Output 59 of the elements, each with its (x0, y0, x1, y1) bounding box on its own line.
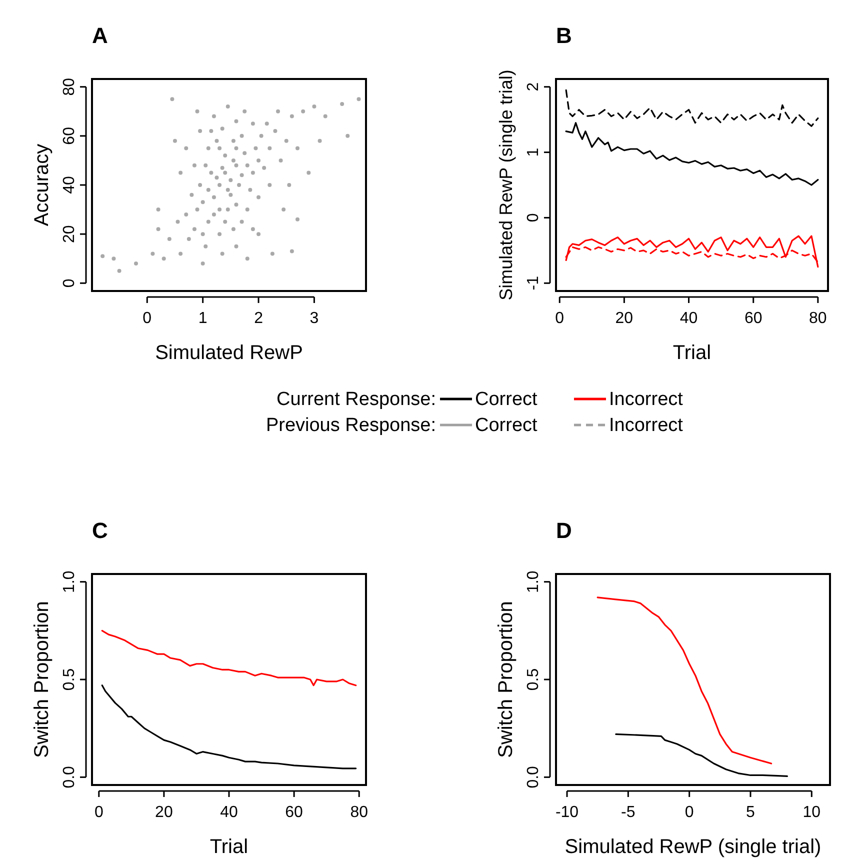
y-tick-label: 2 (525, 82, 542, 92)
x-tick-label: 60 (744, 310, 762, 327)
text: Previous Response: (266, 415, 436, 436)
legend-label: Incorrect (609, 389, 684, 410)
y-axis-title: Switch Proportion (31, 601, 53, 758)
x-tick-label: 3 (310, 310, 319, 327)
x-axis-title: Trial (672, 342, 712, 364)
chart-title: C (92, 518, 108, 543)
x-tick-label: 2 (254, 310, 264, 327)
line-series (101, 684, 357, 770)
x-tick-label: 80 (350, 804, 368, 821)
y-axis-title: Accuracy (31, 144, 53, 226)
line-series (101, 630, 357, 686)
legend-label: Correct (475, 415, 538, 436)
y-tick-label: 0.5 (525, 668, 542, 691)
x-tick-label: 40 (680, 310, 698, 327)
x-axis-title: Simulated RewP (155, 342, 303, 364)
y-tick-label: 0 (61, 278, 78, 288)
x-tick-label: 0 (142, 310, 152, 327)
x-tick-label: 1 (198, 310, 208, 327)
x-tick-label: 5 (746, 804, 756, 821)
x-tick-label: -10 (555, 804, 579, 821)
x-axis-title: Simulated RewP (single trial) (564, 836, 822, 858)
y-tick-label: -1 (525, 276, 542, 290)
y-tick-label: 60 (61, 126, 78, 145)
y-axis-title: Switch Proportion (495, 601, 517, 758)
legend-label: Incorrect (609, 415, 684, 436)
x-tick-label: 0 (555, 310, 564, 327)
line-series (596, 596, 772, 764)
y-tick-label: 20 (61, 225, 78, 243)
chart-title: D (556, 518, 572, 543)
chart-title: A (92, 23, 108, 48)
x-tick-label: 40 (220, 804, 238, 821)
x-axis-title: Trial (210, 836, 248, 858)
y-tick-label: 1.0 (525, 570, 542, 593)
y-tick-label: 1.0 (61, 570, 78, 593)
x-tick-label: 20 (155, 804, 173, 821)
y-tick-label: 0 (525, 213, 542, 222)
legend-label: Correct (475, 389, 538, 410)
line-series (565, 89, 819, 127)
x-tick-label: 60 (285, 804, 304, 821)
line-series (615, 733, 788, 778)
y-tick-label: 0.0 (61, 766, 78, 788)
text: Current Response: (276, 389, 436, 410)
y-tick-label: 0.0 (525, 766, 542, 788)
line-series (565, 122, 819, 186)
x-tick-label: 10 (802, 804, 821, 821)
y-tick-label: 0.5 (61, 668, 78, 691)
line-series (565, 235, 819, 268)
x-tick-label: -5 (621, 804, 636, 821)
chart-title: B (556, 23, 572, 48)
x-tick-label: 0 (94, 804, 104, 821)
y-tick-label: 40 (61, 176, 78, 194)
x-tick-label: 0 (684, 804, 694, 821)
x-tick-label: 80 (809, 310, 827, 327)
y-tick-label: 1 (525, 148, 542, 157)
x-tick-label: 20 (615, 310, 634, 327)
y-tick-label: 80 (61, 78, 78, 96)
y-axis-title: Simulated RewP (single trial) (496, 70, 516, 300)
